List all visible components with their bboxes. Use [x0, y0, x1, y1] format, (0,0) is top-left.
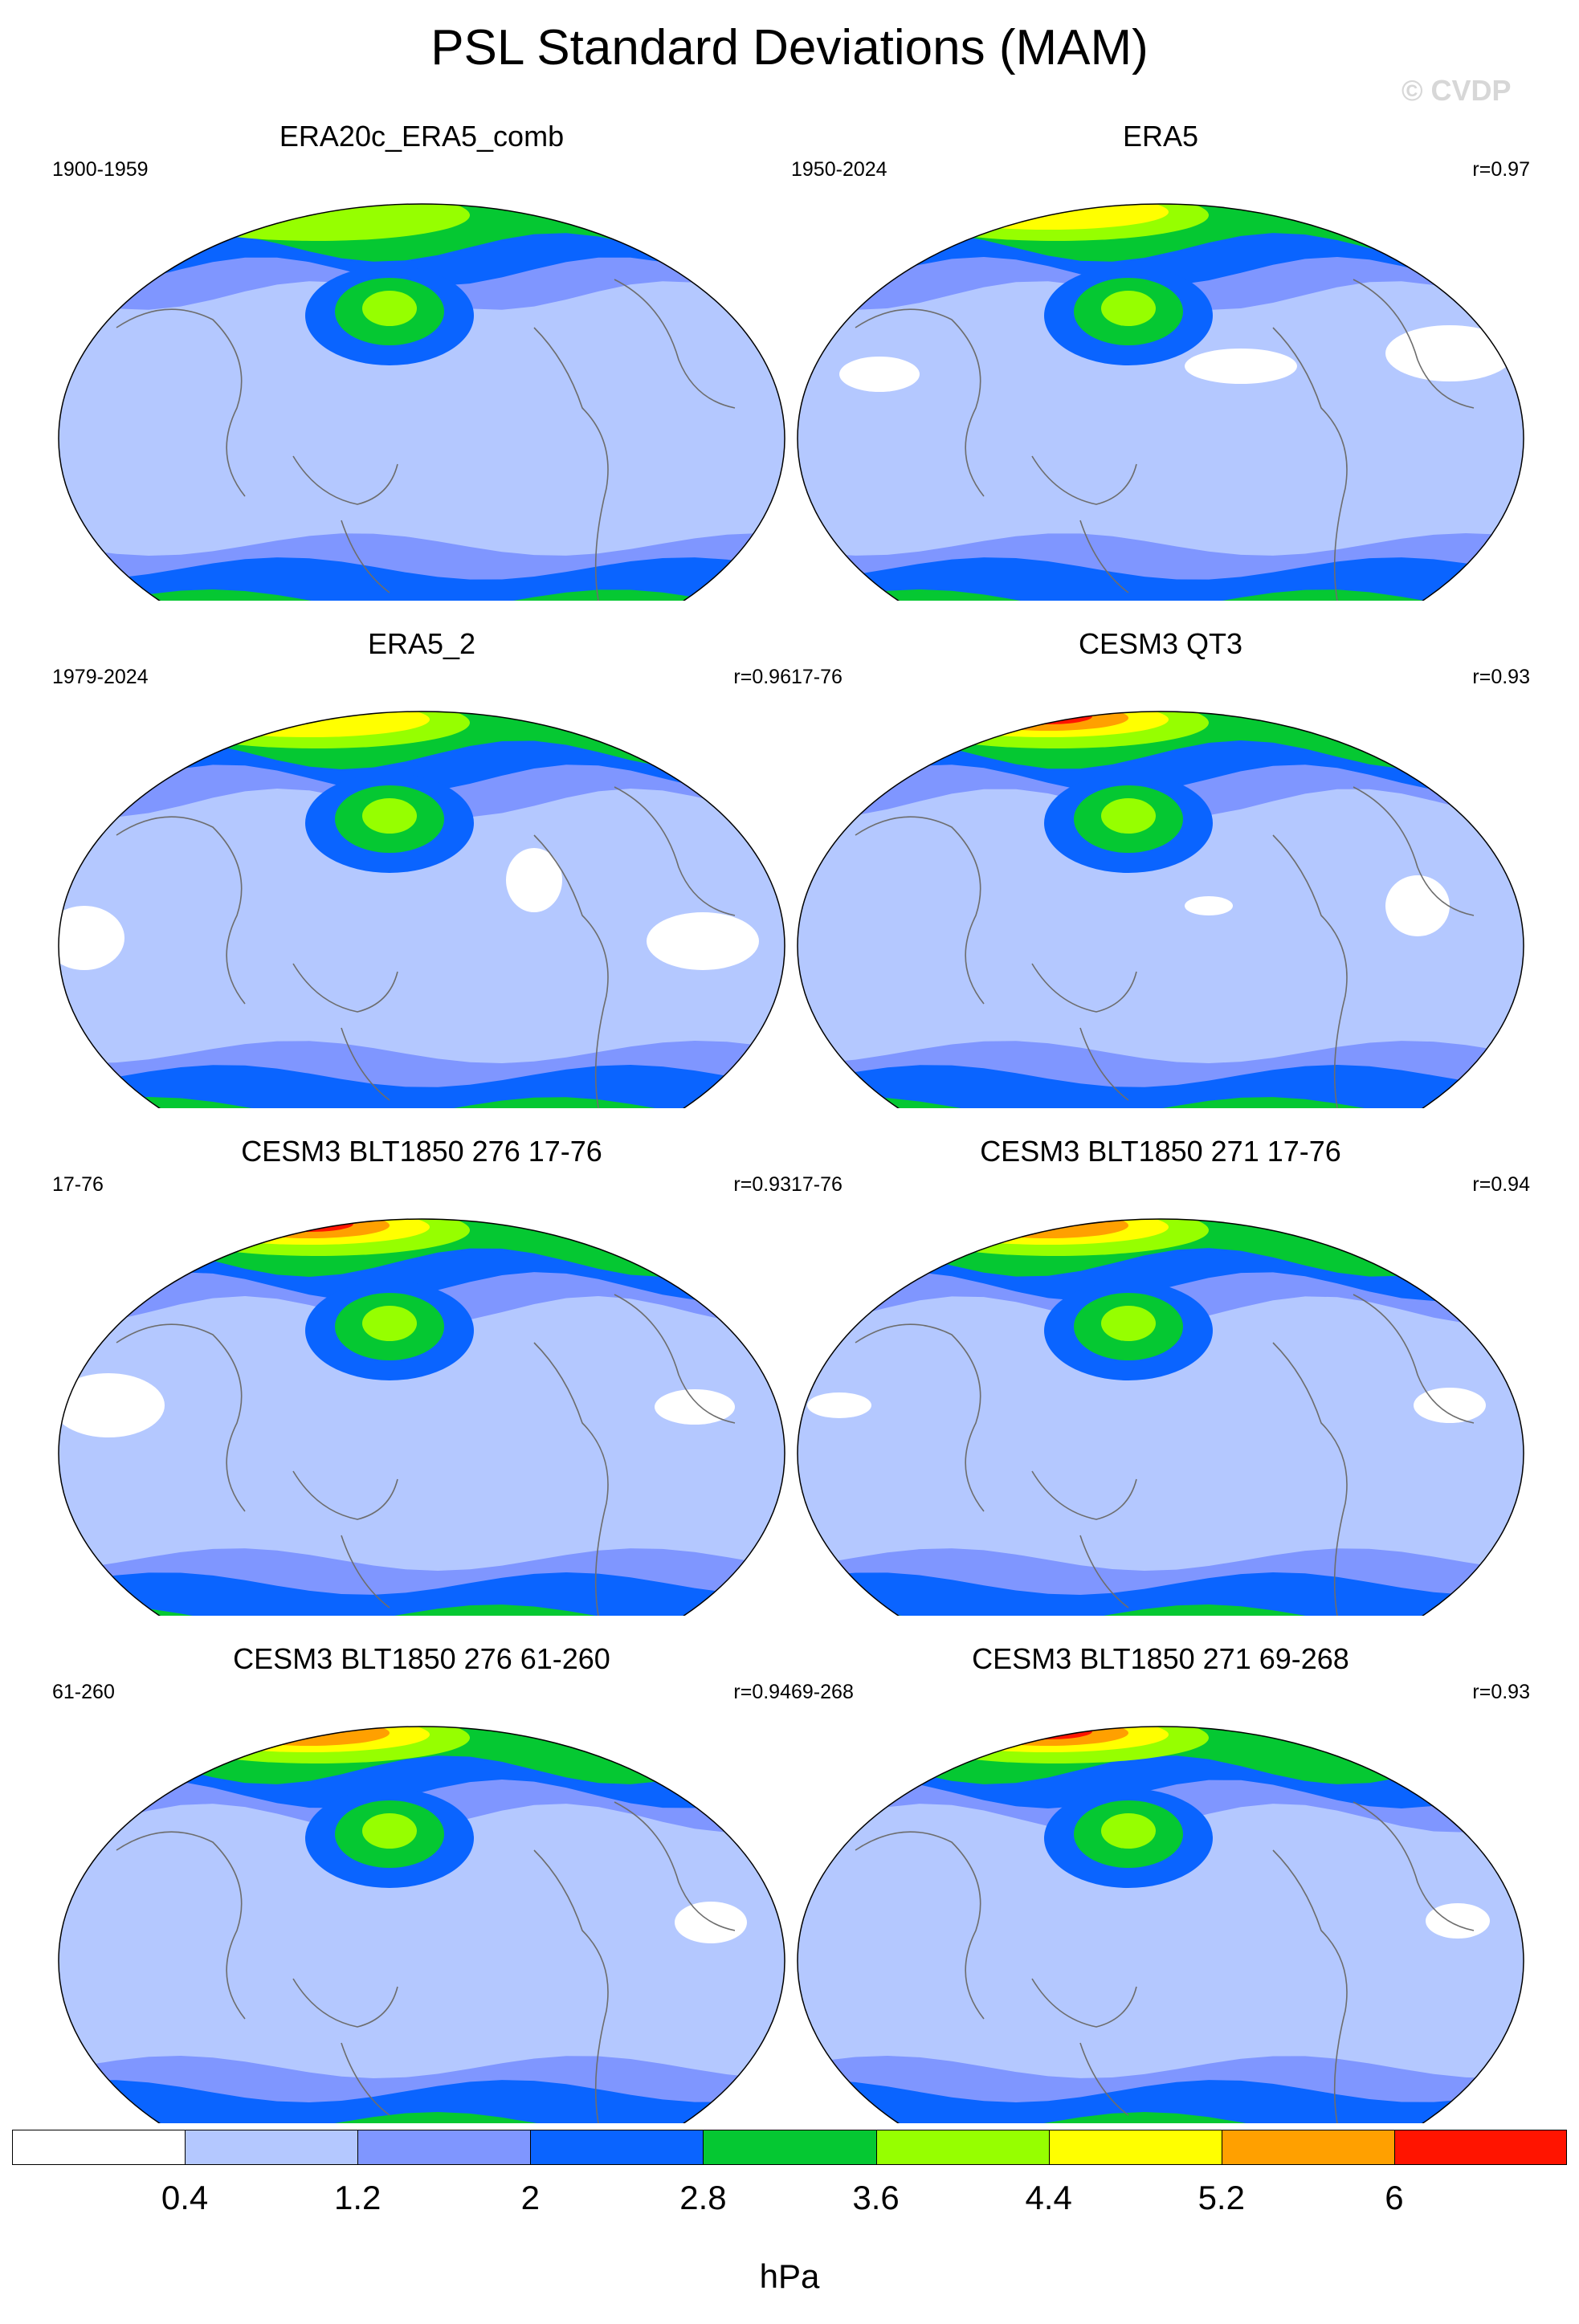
page-title: PSL Standard Deviations (MAM) — [430, 20, 1149, 75]
colorbar-tick-label: 2 — [520, 2179, 540, 2216]
map-canvas — [797, 1726, 1524, 2123]
panel-title: CESM3 BLT1850 276 61-260 — [233, 1642, 610, 1675]
map-canvas — [58, 1218, 785, 1616]
colorbar-swatch — [357, 2130, 531, 2165]
map-canvas — [58, 711, 785, 1108]
map-field — [59, 711, 785, 1108]
map-field — [59, 204, 785, 601]
colorbar-swatch — [703, 2130, 877, 2165]
map-panel-6: CESM3 BLT1850 271 17-76 17-76 r=0.94 — [791, 1134, 1530, 1616]
panel-title: ERA20c_ERA5_comb — [279, 120, 565, 153]
map-canvas — [797, 203, 1524, 601]
colorbar-tick-label: 5.2 — [1198, 2179, 1245, 2216]
map-outline — [58, 711, 785, 1108]
panel-period: 69-268 — [791, 1681, 854, 1703]
panel-period: 61-260 — [52, 1681, 115, 1703]
map-canvas — [797, 1218, 1524, 1616]
panel-correlation: r=0.93 — [733, 1173, 791, 1196]
colorbar-swatch — [875, 2130, 1050, 2165]
colorbar — [12, 2130, 1568, 2165]
map-field — [59, 1219, 785, 1616]
map-field — [798, 1219, 1524, 1616]
panel-title: CESM3 BLT1850 271 17-76 — [980, 1135, 1341, 1168]
map-panel-5: CESM3 BLT1850 276 17-76 17-76 r=0.93 — [52, 1134, 791, 1616]
panel-correlation: r=0.94 — [733, 1681, 791, 1703]
colorbar-swatch — [1393, 2130, 1568, 2165]
panel-period: 17-76 — [52, 1173, 104, 1196]
panel-correlation: r=0.94 — [1472, 1173, 1530, 1196]
panel-period: 1979-2024 — [52, 666, 149, 688]
map-panel-8: CESM3 BLT1850 271 69-268 69-268 r=0.93 — [791, 1641, 1530, 2123]
colorbar-swatch — [1048, 2130, 1222, 2165]
panel-correlation: r=0.97 — [1472, 158, 1530, 181]
map-panel-4: CESM3 QT3 17-76 r=0.93 — [791, 626, 1530, 1108]
panel-title: ERA5_2 — [367, 627, 476, 660]
colorbar-swatch — [530, 2130, 704, 2165]
map-field — [798, 204, 1524, 601]
colorbar-swatch — [185, 2130, 358, 2165]
panel-correlation: r=0.93 — [1472, 1681, 1530, 1703]
colorbar-tick-label: 4.4 — [1025, 2179, 1072, 2216]
colorbar-tick-label: 1.2 — [334, 2179, 381, 2216]
panel-title: CESM3 BLT1850 271 69-268 — [972, 1642, 1349, 1675]
map-outline — [797, 203, 1524, 601]
panel-period: 17-76 — [791, 1173, 843, 1196]
map-outline — [797, 1726, 1524, 2123]
colorbar-unit: hPa — [759, 2257, 820, 2295]
panel-period: 17-76 — [791, 666, 843, 688]
watermark: © CVDP — [1402, 74, 1512, 107]
colorbar-tick-label: 2.8 — [679, 2179, 727, 2216]
panel-period: 1950-2024 — [791, 158, 887, 181]
map-field — [59, 1727, 785, 2123]
panel-correlation: r=0.93 — [1472, 666, 1530, 688]
map-panel-2: ERA5 1950-2024 r=0.97 — [791, 119, 1530, 601]
panel-title: ERA5 — [1122, 120, 1199, 153]
map-canvas — [58, 1726, 785, 2123]
panel-correlation: r=0.96 — [733, 666, 791, 688]
colorbar-tick-label: 3.6 — [852, 2179, 900, 2216]
map-panel-1: ERA20c_ERA5_comb 1900-1959 — [52, 119, 791, 601]
map-canvas — [797, 711, 1524, 1108]
map-field — [798, 1727, 1524, 2123]
map-panel-7: CESM3 BLT1850 276 61-260 61-260 r=0.94 — [52, 1641, 791, 2123]
map-canvas — [58, 203, 785, 601]
map-outline — [797, 711, 1524, 1108]
map-outline — [58, 1726, 785, 2123]
colorbar-swatch — [12, 2130, 186, 2165]
colorbar-tick-label: 0.4 — [161, 2179, 209, 2216]
panel-period: 1900-1959 — [52, 158, 149, 181]
panel-title: CESM3 QT3 — [1078, 627, 1243, 660]
map-field — [798, 711, 1524, 1108]
map-outline — [58, 1218, 785, 1616]
colorbar-swatch — [1221, 2130, 1395, 2165]
map-outline — [58, 203, 785, 601]
map-panel-3: ERA5_2 1979-2024 r=0.96 — [52, 626, 791, 1108]
colorbar-tick-label: 6 — [1385, 2179, 1404, 2216]
panel-title: CESM3 BLT1850 276 17-76 — [241, 1135, 602, 1168]
map-outline — [797, 1218, 1524, 1616]
